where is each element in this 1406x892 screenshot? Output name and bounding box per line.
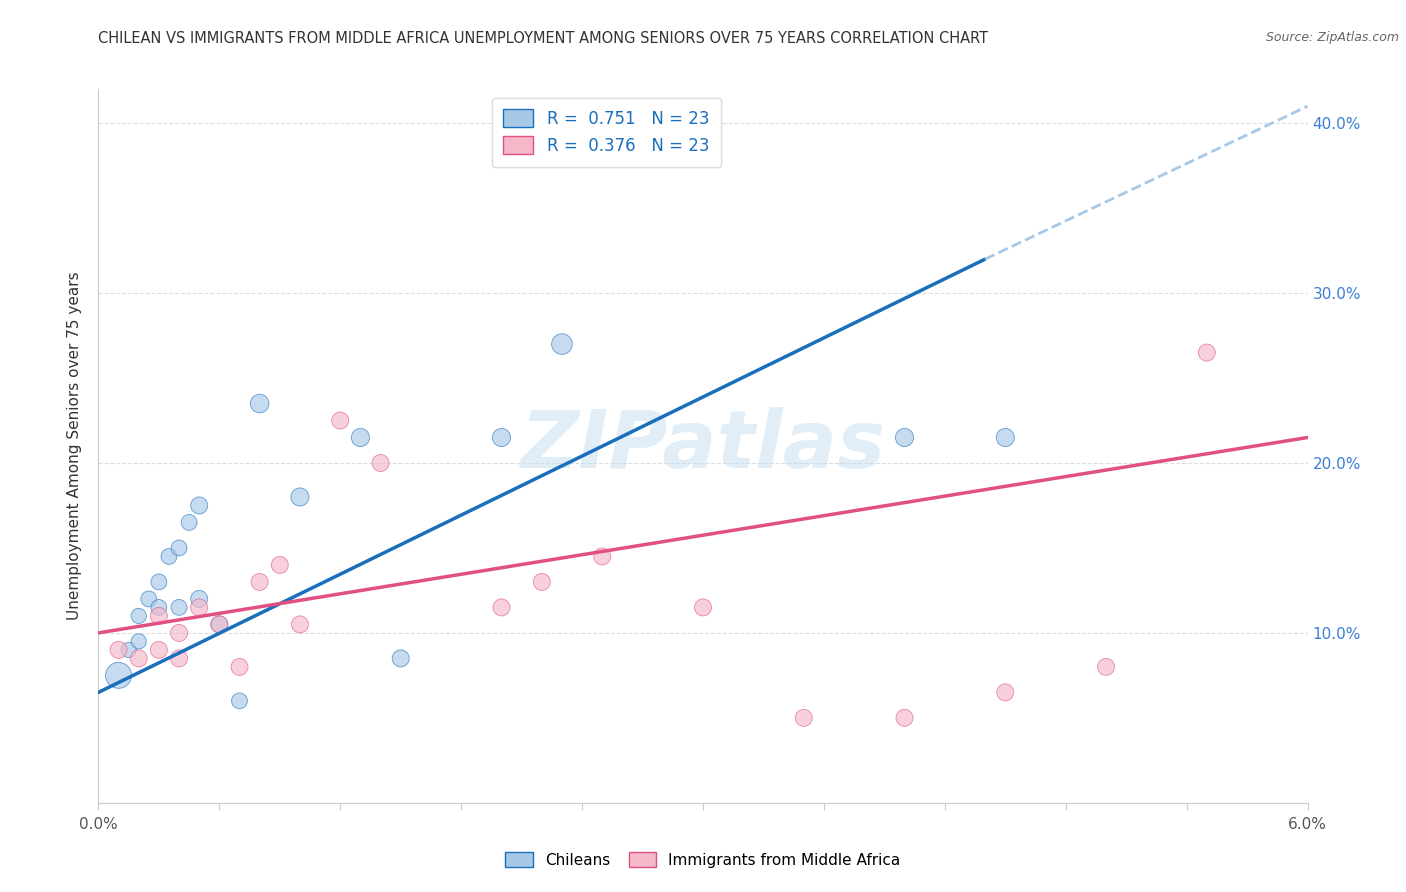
Point	[188, 591, 211, 606]
Point	[893, 430, 915, 444]
Point	[793, 711, 815, 725]
Point	[1195, 345, 1218, 359]
Point	[591, 549, 613, 564]
Point	[167, 541, 190, 555]
Point	[329, 413, 352, 427]
Point	[167, 626, 190, 640]
Point	[148, 608, 170, 623]
Y-axis label: Unemployment Among Seniors over 75 years: Unemployment Among Seniors over 75 years	[67, 272, 83, 620]
Point	[228, 694, 250, 708]
Point	[118, 643, 141, 657]
Point	[138, 591, 160, 606]
Point	[994, 430, 1017, 444]
Point	[148, 600, 170, 615]
Point	[249, 574, 271, 589]
Point	[157, 549, 180, 564]
Point	[288, 617, 311, 632]
Point	[551, 337, 574, 351]
Point	[389, 651, 412, 665]
Text: CHILEAN VS IMMIGRANTS FROM MIDDLE AFRICA UNEMPLOYMENT AMONG SENIORS OVER 75 YEAR: CHILEAN VS IMMIGRANTS FROM MIDDLE AFRICA…	[98, 31, 988, 46]
Point	[188, 499, 211, 513]
Point	[228, 660, 250, 674]
Point	[107, 668, 129, 682]
Point	[530, 574, 553, 589]
Point	[491, 430, 513, 444]
Point	[107, 643, 129, 657]
Point	[128, 634, 150, 648]
Point	[288, 490, 311, 504]
Point	[1095, 660, 1118, 674]
Legend: R =  0.751   N = 23, R =  0.376   N = 23: R = 0.751 N = 23, R = 0.376 N = 23	[492, 97, 721, 167]
Point	[148, 643, 170, 657]
Point	[249, 396, 271, 410]
Point	[128, 651, 150, 665]
Point	[349, 430, 371, 444]
Point	[994, 685, 1017, 699]
Point	[692, 600, 714, 615]
Text: ZIPatlas: ZIPatlas	[520, 407, 886, 485]
Point	[208, 617, 231, 632]
Text: Source: ZipAtlas.com: Source: ZipAtlas.com	[1265, 31, 1399, 45]
Point	[491, 600, 513, 615]
Point	[128, 608, 150, 623]
Point	[167, 651, 190, 665]
Point	[179, 516, 201, 530]
Point	[167, 600, 190, 615]
Point	[370, 456, 392, 470]
Point	[208, 617, 231, 632]
Point	[188, 600, 211, 615]
Point	[269, 558, 291, 572]
Legend: Chileans, Immigrants from Middle Africa: Chileans, Immigrants from Middle Africa	[498, 844, 908, 875]
Point	[148, 574, 170, 589]
Point	[893, 711, 915, 725]
